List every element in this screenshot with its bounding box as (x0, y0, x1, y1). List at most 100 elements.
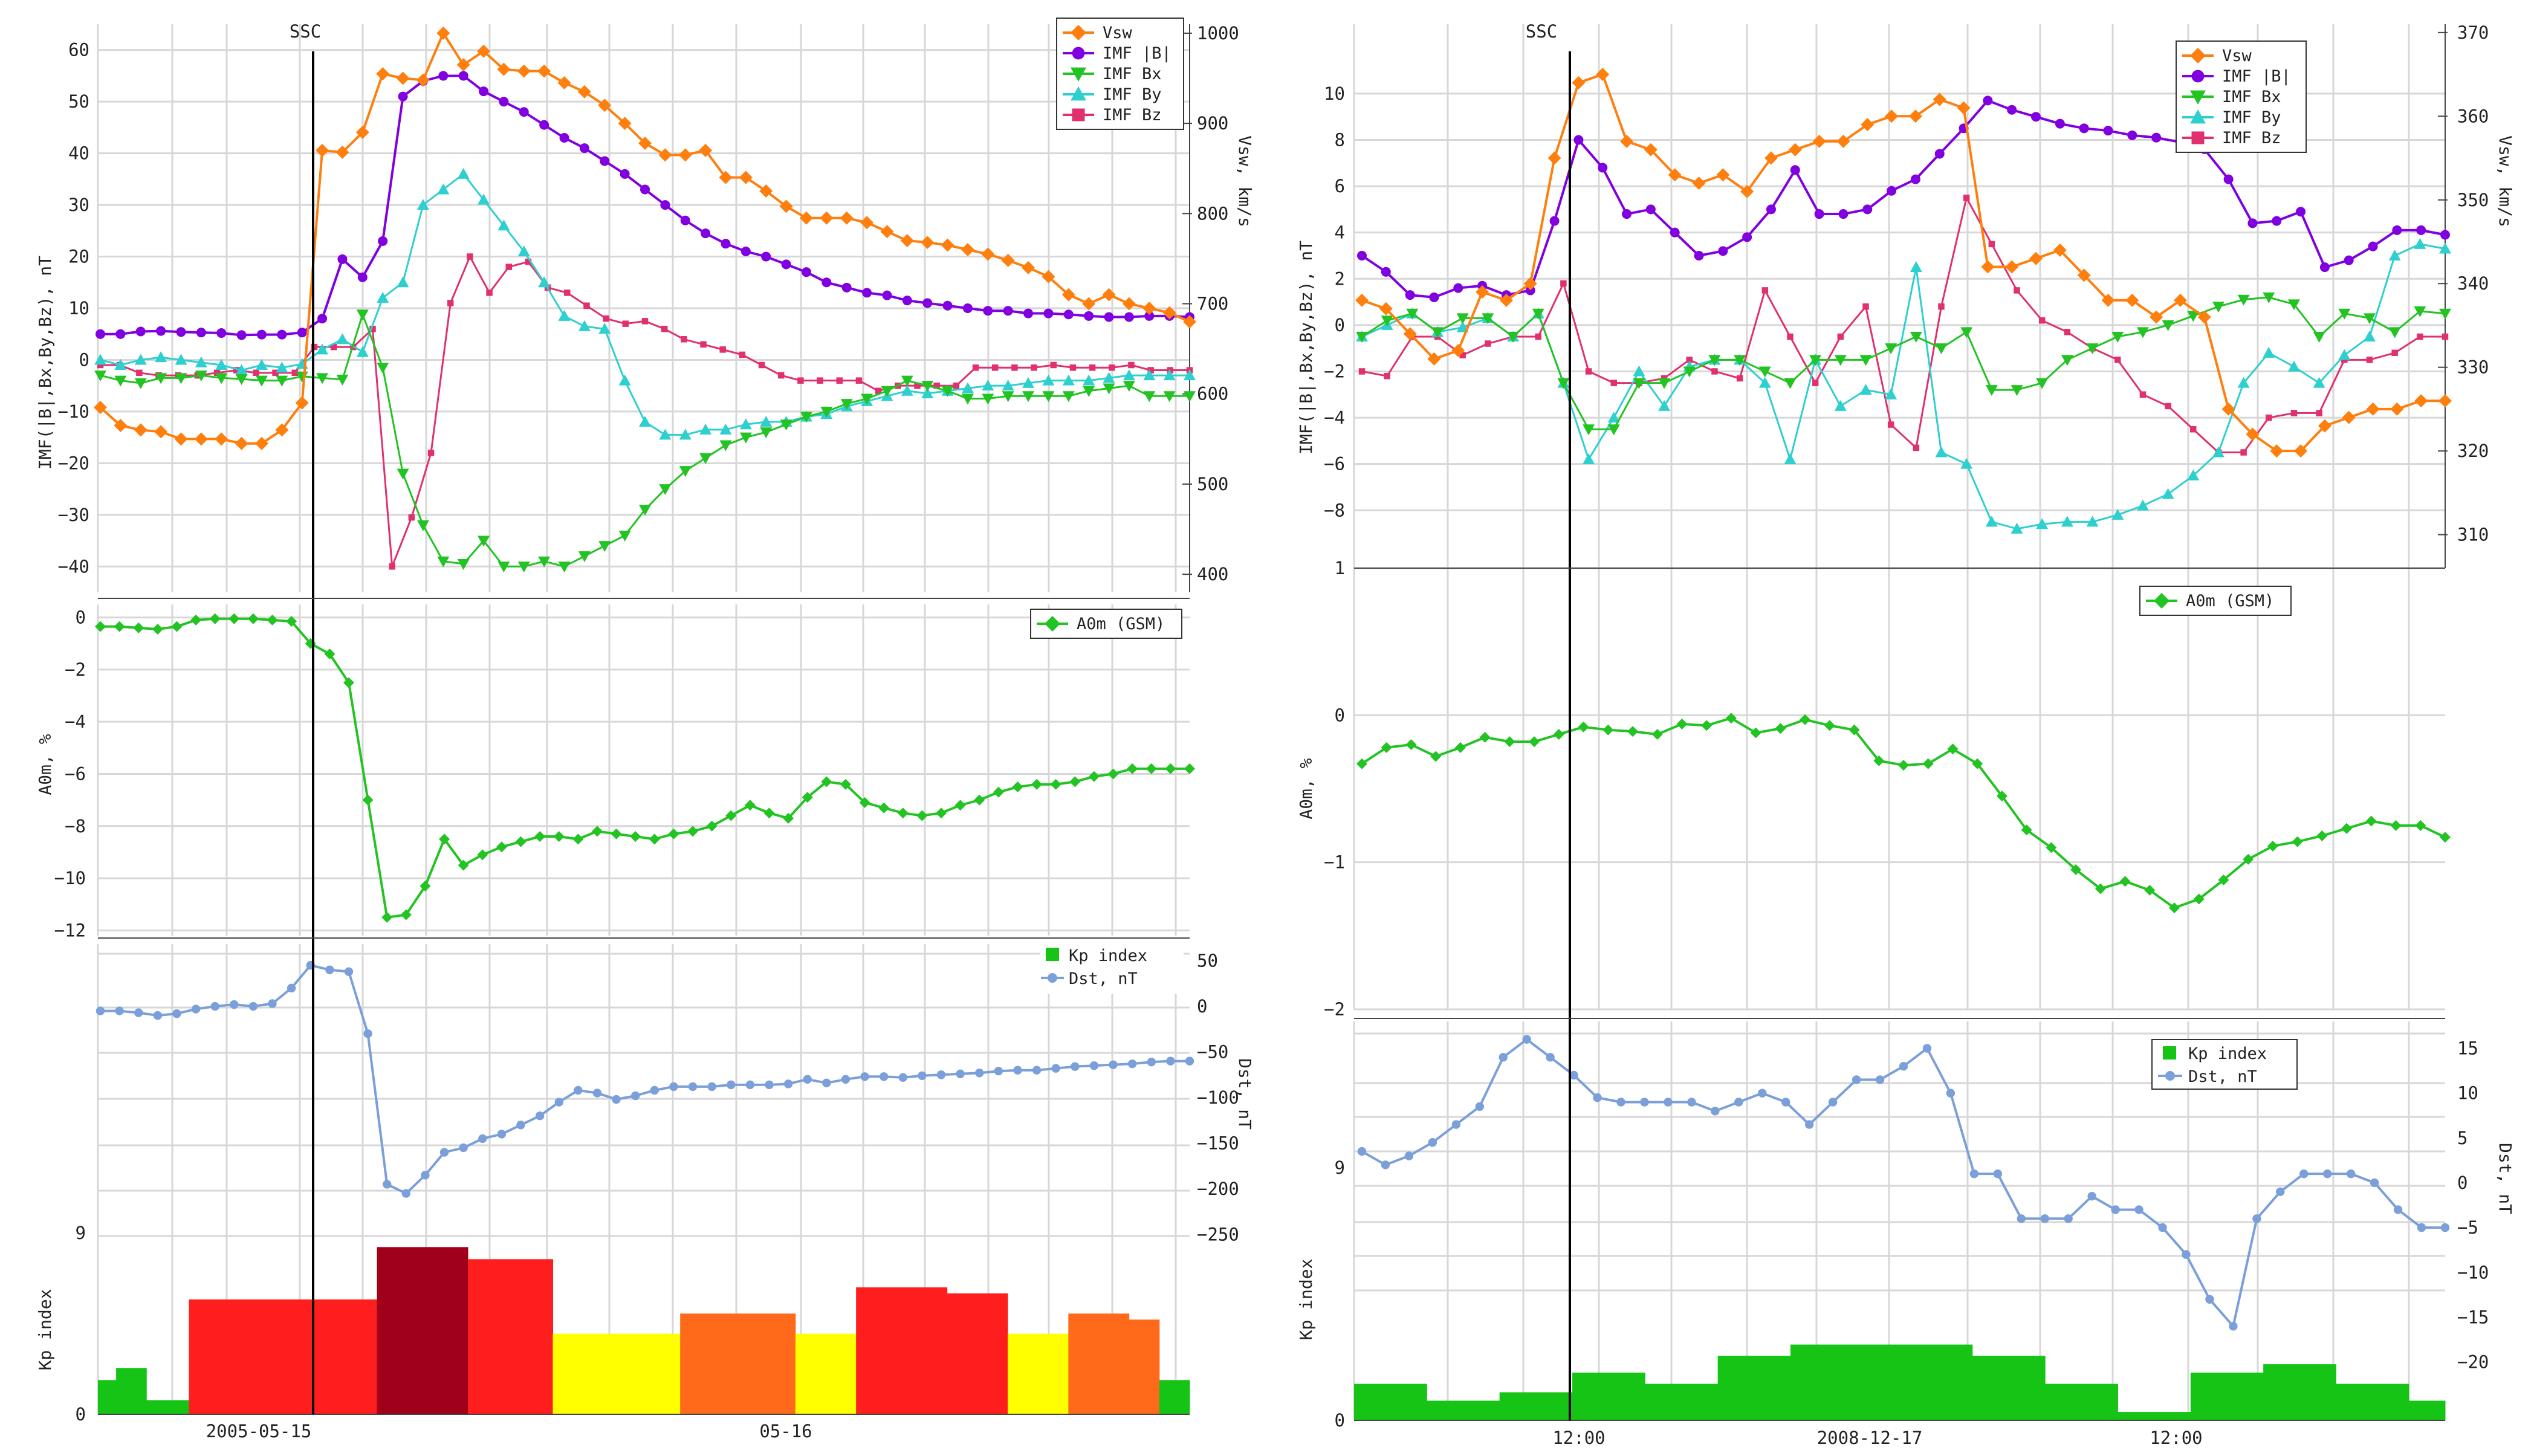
dst-series-point (574, 1086, 583, 1095)
bx-series-point (1406, 308, 1419, 320)
left-axis-tick: 8 (1335, 129, 1345, 150)
a0-series-point (553, 831, 565, 843)
vsw-series-point (275, 423, 289, 437)
a0-axis-tick: −12 (54, 920, 86, 940)
dst-series-point (803, 1075, 812, 1084)
a0-axis-tick: −6 (65, 763, 86, 784)
bz-series-point (1963, 194, 1970, 201)
bz-series-point (2417, 333, 2423, 340)
b-series-point (1525, 285, 1535, 296)
bx-series-point (1103, 383, 1115, 395)
a0-series-point (1107, 768, 1119, 780)
b-series-point (740, 247, 751, 256)
bx-series-point (780, 419, 792, 431)
dst-series-point (1428, 1138, 1437, 1147)
kp-bar (856, 1287, 948, 1414)
vsw-series-point (456, 58, 470, 72)
vsw-series-point (557, 76, 571, 89)
bz-series-point (1459, 352, 1466, 358)
left-axis-label: IMF(|B|,Bx,By,Bz), nT (35, 256, 55, 470)
dst-axis-tick: 10 (2457, 1083, 2478, 1104)
bz-series-point (486, 290, 493, 296)
b-series-point (96, 329, 105, 339)
dst-series-point (1946, 1089, 1956, 1098)
a0-series-point (515, 836, 527, 847)
bz-series-point (330, 343, 337, 351)
dst-series-point (2393, 1205, 2403, 1214)
by-series-point (1935, 446, 1948, 458)
a0-series-point (572, 833, 584, 845)
vsw-series-point (759, 184, 773, 198)
b-series-point (962, 303, 973, 313)
by-series-point (739, 418, 752, 430)
bx-series-point (1859, 355, 1872, 366)
dst-series-point (2276, 1187, 2285, 1196)
left-axis-tick: 0 (79, 349, 89, 370)
vsw-series-point (396, 71, 410, 85)
legend-marker (2163, 1046, 2176, 1060)
a0-series-point (1972, 758, 1983, 769)
a0-series-point (1127, 763, 1138, 774)
by-series-point (558, 309, 571, 321)
a0-series-point (725, 810, 737, 821)
b-series-point (256, 329, 267, 340)
a0-series-point (534, 831, 546, 843)
vsw-series-point (2029, 251, 2043, 265)
bz-series-point (2114, 357, 2121, 363)
dst-series-point (421, 1171, 430, 1180)
a0-series-point (267, 614, 278, 626)
bx-series-point (820, 406, 833, 418)
by-series-point (397, 276, 409, 288)
bz-series-point (136, 369, 143, 377)
dst-series-point (783, 1079, 793, 1089)
bz-series-point (1938, 303, 1945, 310)
bz-series-point (2064, 329, 2071, 335)
vsw-series-point (1740, 184, 1754, 198)
bx-series-point (1532, 308, 1544, 320)
bz-series-point (972, 364, 979, 371)
vsw-series-point (1596, 68, 1610, 82)
bz-series-point (758, 361, 765, 369)
right-axis-tick: 350 (2457, 190, 2489, 210)
right-axis-tick: 1000 (1197, 23, 1239, 44)
by-series-point (255, 359, 268, 370)
bx-series-point (760, 427, 773, 439)
right-axis-tick: 360 (2457, 106, 2489, 126)
bz-series-point (2316, 410, 2322, 416)
bz-series-point (2366, 357, 2373, 363)
bz-series-point (2165, 403, 2171, 410)
bz-series-point (2290, 410, 2298, 416)
right-axis-tick: 340 (2457, 273, 2489, 294)
b-series-point (1670, 227, 1680, 238)
dst-series-point (1569, 1070, 1578, 1080)
b-series-point (2151, 132, 2162, 143)
a0-series-point (2415, 820, 2426, 831)
bx-series-point (457, 559, 470, 570)
bz-series-point (2442, 333, 2449, 340)
vsw-series-point (739, 170, 753, 184)
bz-series-point (1812, 380, 1819, 386)
by-series-point (982, 380, 994, 391)
dst-series-point (1089, 1061, 1099, 1070)
bx-series-point (2111, 332, 2124, 343)
b-series-point (2440, 230, 2450, 240)
bz-series-point (408, 514, 415, 521)
by-series-point (517, 245, 530, 256)
a0-series-point (2144, 884, 2156, 896)
bx-series-point (1607, 424, 1620, 436)
bz-series-point (369, 325, 376, 332)
b-series-point (841, 282, 852, 293)
a0-axis-tick: −2 (65, 659, 86, 680)
a0-series-point (1184, 763, 1195, 774)
dst-series-point (1147, 1057, 1156, 1067)
legend-label: IMF Bx (1103, 65, 1162, 83)
legend-marker (1045, 616, 1060, 632)
bx-series-point (2287, 299, 2300, 311)
bz-series-point (855, 377, 863, 384)
a0-series-point (802, 792, 813, 803)
dst-series-point (1109, 1060, 1118, 1069)
b-series-point (821, 277, 832, 288)
a0-series-point (2316, 830, 2328, 841)
a0-series-point (2021, 824, 2032, 836)
bx-series-point (437, 556, 450, 568)
